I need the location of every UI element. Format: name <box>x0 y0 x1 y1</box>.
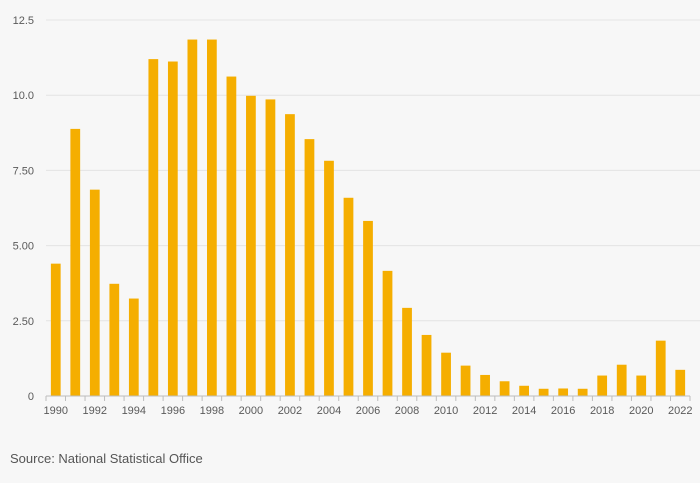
bar-1997[interactable] <box>187 39 198 396</box>
y-tick-label: 10.0 <box>13 90 34 102</box>
bar-1998[interactable] <box>207 39 217 396</box>
bar-1996[interactable] <box>167 61 178 396</box>
bar-1995[interactable] <box>148 59 159 396</box>
bar-2008[interactable] <box>402 307 412 396</box>
bar-1994[interactable] <box>128 298 139 396</box>
x-tick-label: 1990 <box>44 405 68 417</box>
x-tick-label: 2010 <box>434 405 458 417</box>
bar-2004[interactable] <box>324 160 334 396</box>
bar-2005[interactable] <box>343 197 354 396</box>
bar-2022[interactable] <box>675 369 686 396</box>
x-tick-label: 2002 <box>278 405 302 417</box>
bar-1993[interactable] <box>109 283 120 396</box>
x-axis-ticks: 1990 1992 1994 1996 1998 2000 2002 2004 2006 2008… <box>44 405 693 417</box>
bars <box>50 39 686 397</box>
bar-2010[interactable] <box>441 352 451 396</box>
bar-2015[interactable] <box>538 388 549 396</box>
x-tick-label: 2000 <box>239 405 263 417</box>
bar-2002[interactable] <box>285 114 295 397</box>
bar-2013[interactable] <box>499 381 510 396</box>
x-tick-label: 1998 <box>200 405 224 417</box>
bar-2021[interactable] <box>655 340 666 396</box>
x-tick-label: 2004 <box>317 405 341 417</box>
x-tick-label: 2014 <box>512 405 536 417</box>
bar-2014[interactable] <box>519 385 529 396</box>
x-tick-label: 2016 <box>551 405 575 417</box>
axes <box>45 395 691 401</box>
y-tick-label: 12.5 <box>13 15 34 27</box>
bar-1992[interactable] <box>89 189 100 396</box>
x-tick-label: 1994 <box>122 405 146 417</box>
bar-1990[interactable] <box>50 263 61 396</box>
y-tick-label: 5.00 <box>13 241 34 253</box>
x-tick-label: 1996 <box>161 405 185 417</box>
bar-2011[interactable] <box>460 365 471 396</box>
x-tick-label: 2018 <box>590 405 614 417</box>
bar-2006[interactable] <box>363 220 373 396</box>
x-tick-label: 2020 <box>629 405 653 417</box>
bar-2001[interactable] <box>265 99 276 397</box>
x-tick-label: 2006 <box>356 405 380 417</box>
bar-1999[interactable] <box>226 76 237 396</box>
bar-2018[interactable] <box>597 375 608 396</box>
bar-2000[interactable] <box>246 95 256 396</box>
bar-2009[interactable] <box>421 334 432 396</box>
bar-2007[interactable] <box>382 270 393 396</box>
x-tick-label: 2008 <box>395 405 419 417</box>
y-tick-label: 2.50 <box>13 316 34 328</box>
bar-2012[interactable] <box>480 374 490 396</box>
y-tick-label: 0 <box>28 391 34 403</box>
bar-2019[interactable] <box>616 364 627 396</box>
y-axis-ticks: 0 2.50 5.00 7.50 10.0 12.5 <box>13 15 34 403</box>
x-tick-label: 2022 <box>668 405 692 417</box>
y-tick-label: 7.50 <box>13 165 34 177</box>
gridlines <box>46 19 700 322</box>
x-tick-label: 2012 <box>473 405 497 417</box>
bar-2017[interactable] <box>577 388 588 396</box>
source-note: Source: National Statistical Office <box>10 451 203 466</box>
bar-1991[interactable] <box>70 128 81 397</box>
x-tick-label: 1992 <box>83 405 107 417</box>
bar-2003[interactable] <box>304 139 315 396</box>
bar-2016[interactable] <box>558 388 569 396</box>
bar-2020[interactable] <box>636 375 647 396</box>
